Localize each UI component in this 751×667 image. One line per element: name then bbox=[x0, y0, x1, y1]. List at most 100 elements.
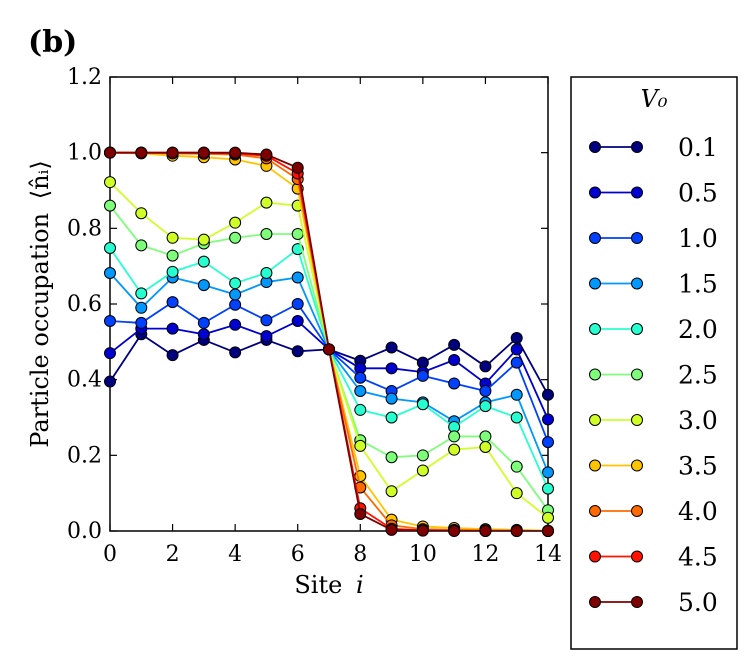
data-point bbox=[479, 385, 492, 398]
data-point bbox=[104, 315, 116, 328]
data-point bbox=[416, 398, 429, 411]
legend-marker bbox=[631, 232, 643, 244]
data-point bbox=[479, 360, 492, 373]
data-point bbox=[229, 346, 242, 359]
series-4.5 bbox=[104, 146, 554, 537]
legend-label: 0.5 bbox=[678, 179, 718, 208]
series-line bbox=[110, 151, 548, 531]
legend-label: 4.5 bbox=[678, 543, 718, 572]
legend-item-4.5: 4.5 bbox=[589, 543, 718, 572]
data-point bbox=[354, 403, 367, 416]
legend-marker bbox=[631, 414, 643, 426]
data-point bbox=[291, 271, 304, 284]
legend-marker bbox=[589, 186, 601, 199]
data-point bbox=[385, 451, 398, 464]
legend-item-3.5: 3.5 bbox=[589, 452, 718, 481]
x-axis-label-main: Site bbox=[294, 571, 342, 599]
data-point bbox=[448, 338, 461, 351]
y-tick-label: 0.8 bbox=[67, 216, 102, 241]
data-point bbox=[197, 279, 210, 292]
y-tick-label: 0.0 bbox=[67, 519, 102, 544]
series-5.0 bbox=[104, 146, 554, 537]
data-point bbox=[166, 146, 179, 159]
data-point bbox=[197, 146, 210, 159]
legend-title: V₀ bbox=[641, 85, 668, 113]
data-point bbox=[385, 341, 398, 354]
plot-area: 0 2 4 6 8 10 12 14 0.0 0.2 0.4 0.6 0.8 1.0 1.2 bbox=[67, 65, 562, 567]
legend-item-2.0: 2.0 bbox=[589, 315, 718, 344]
data-point bbox=[260, 314, 273, 327]
data-point bbox=[510, 411, 523, 424]
legend-marker bbox=[589, 323, 601, 335]
legend-marker bbox=[589, 141, 601, 153]
legend-label: 1.0 bbox=[678, 224, 718, 253]
x-axis-label-variable: i bbox=[356, 571, 364, 599]
legend-items: 0.1 0.5 1.0 1.5 2.0 2.5 3.0 3.5 4.0 4.5 5.0 bbox=[589, 133, 718, 617]
data-point bbox=[542, 413, 554, 426]
legend-label: 3.5 bbox=[678, 452, 718, 481]
legend-label: 0.1 bbox=[678, 133, 718, 162]
series-line bbox=[110, 151, 548, 531]
data-point bbox=[510, 332, 523, 345]
legend-marker bbox=[589, 505, 601, 517]
data-point bbox=[260, 228, 273, 241]
data-point bbox=[229, 216, 242, 229]
data-point bbox=[510, 343, 523, 356]
data-point bbox=[542, 388, 554, 401]
data-point bbox=[135, 316, 148, 329]
data-point bbox=[510, 487, 523, 500]
legend-marker bbox=[631, 459, 643, 472]
data-point bbox=[104, 375, 116, 388]
legend-marker bbox=[631, 323, 643, 335]
legend-marker bbox=[631, 596, 643, 608]
x-tick-label: 4 bbox=[228, 542, 242, 567]
data-point bbox=[104, 146, 116, 159]
series-4.0 bbox=[104, 146, 554, 537]
data-point bbox=[166, 265, 179, 278]
data-point bbox=[229, 318, 242, 331]
data-point bbox=[416, 449, 429, 462]
data-point bbox=[542, 482, 554, 495]
data-point bbox=[104, 199, 116, 212]
x-tick-label: 12 bbox=[471, 542, 499, 567]
data-point bbox=[479, 430, 492, 443]
data-point bbox=[260, 330, 273, 343]
data-point bbox=[135, 301, 148, 314]
legend-item-1.0: 1.0 bbox=[589, 224, 718, 253]
x-tick-label: 0 bbox=[103, 542, 117, 567]
x-tick-label: 8 bbox=[353, 542, 367, 567]
data-point bbox=[135, 207, 148, 220]
data-point bbox=[291, 298, 304, 310]
data-point bbox=[354, 507, 367, 520]
data-point bbox=[104, 347, 116, 360]
x-tick-label: 14 bbox=[534, 542, 562, 567]
data-point bbox=[197, 316, 210, 329]
legend-item-0.1: 0.1 bbox=[589, 133, 718, 162]
data-point bbox=[291, 315, 304, 328]
series-line bbox=[110, 151, 548, 531]
data-point bbox=[479, 441, 492, 454]
data-point bbox=[542, 511, 554, 524]
y-axis-label-main: Particle occupation bbox=[26, 213, 54, 448]
data-point bbox=[135, 287, 148, 300]
data-point bbox=[104, 266, 116, 279]
data-point bbox=[197, 255, 210, 268]
data-point bbox=[510, 525, 523, 537]
data-point bbox=[416, 464, 429, 477]
data-point bbox=[385, 523, 398, 536]
data-point bbox=[166, 322, 179, 335]
legend-item-5.0: 5.0 bbox=[589, 588, 718, 617]
data-point bbox=[448, 525, 461, 537]
legend-item-3.0: 3.0 bbox=[589, 406, 718, 435]
panel-label: (b) bbox=[28, 25, 77, 60]
data-point bbox=[385, 392, 398, 405]
data-point bbox=[479, 525, 492, 537]
data-point bbox=[354, 385, 367, 398]
data-point bbox=[448, 430, 461, 443]
data-point bbox=[448, 443, 461, 456]
legend-marker bbox=[589, 414, 601, 426]
data-point bbox=[448, 377, 461, 390]
y-axis-label: Particle occupation ⟨n̂ᵢ⟩ bbox=[26, 160, 54, 447]
data-point bbox=[385, 362, 398, 375]
